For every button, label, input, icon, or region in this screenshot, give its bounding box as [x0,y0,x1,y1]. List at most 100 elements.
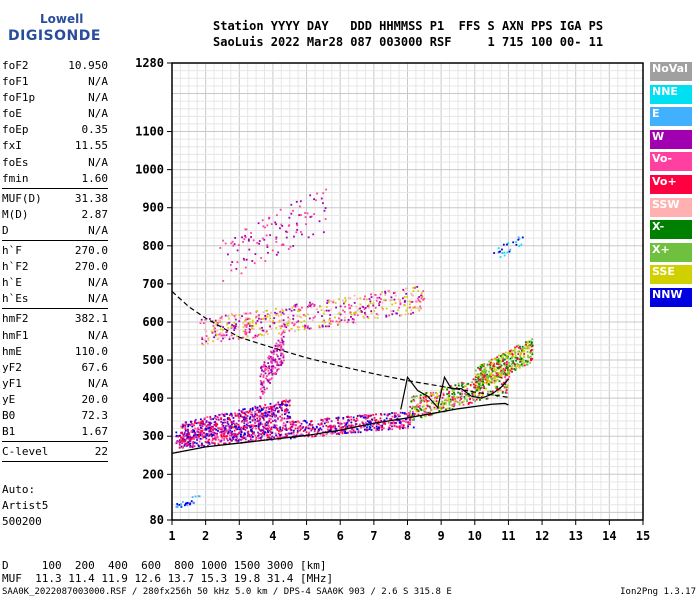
echo-point [320,428,323,431]
echo-point [335,427,337,430]
echo-point [402,288,405,291]
echo-point [430,413,433,416]
echo-point [399,302,402,305]
echo-point [212,418,215,420]
echo-point [214,415,217,417]
echo-point [523,361,526,364]
echo-point [333,427,336,430]
echo-point [299,205,301,208]
echo-point [506,355,508,358]
echo-point [263,363,266,366]
echo-point [181,426,184,429]
echo-point [473,384,476,387]
echo-point [275,307,277,310]
param-name: foF1 [2,75,29,89]
echo-point [475,376,477,379]
echo-point [248,248,251,251]
echo-point [404,418,407,421]
echo-point [469,384,472,387]
legend-entry-x: X+ [650,242,692,262]
echo-point [206,416,209,419]
echo-point [180,441,183,444]
echo-point [245,425,248,427]
echo-point [497,375,500,378]
echo-point [420,294,423,297]
echo-point [479,374,482,377]
echo-point [309,216,312,218]
echo-point [490,358,493,361]
echo-point [290,425,293,428]
echo-point [518,358,521,361]
echo-point [432,400,435,403]
echo-point [471,397,474,399]
echo-point [295,222,298,225]
echo-point [270,421,272,424]
echo-point [263,238,266,241]
echo-point [453,404,456,407]
echo-point [430,395,433,397]
echo-point [245,258,248,261]
echo-point [194,436,197,439]
echo-point [282,355,285,358]
echo-point [241,436,243,439]
echo-point [319,433,322,436]
echo-point [469,390,472,392]
echo-point [185,502,188,505]
echo-point [359,415,362,418]
echo-point [214,436,217,439]
echo-point [306,326,309,329]
echo-point [477,366,479,369]
echo-point [211,431,214,434]
echo-point [276,361,279,363]
echo-point [458,402,461,404]
echo-point [254,434,257,437]
echo-point [448,407,451,410]
echo-point [240,272,243,275]
echo-point [221,328,224,331]
echo-point [292,317,295,320]
echo-point [504,376,506,379]
echo-point [310,306,313,309]
echo-point [231,439,233,442]
echo-point [215,424,218,426]
echo-point [284,433,287,436]
echo-point [381,428,383,431]
echo-point [526,355,529,358]
echo-point [518,364,521,367]
echo-point [187,432,190,434]
echo-point [192,444,195,447]
x-tick-label: 12 [535,529,549,543]
echo-point [507,351,510,354]
echo-point [443,399,446,402]
echo-point [444,386,447,389]
legend-entry-x: X- [650,220,692,240]
echo-point [241,415,243,418]
echo-point [178,441,181,444]
echo-point [511,365,513,368]
echo-point [217,438,220,441]
echo-point [531,357,534,360]
echo-point [264,410,267,413]
echo-point [509,352,512,355]
echo-point [193,430,196,433]
echo-point [328,425,331,428]
echo-point [284,425,287,427]
echo-point [481,391,484,394]
echo-point [473,386,476,389]
param-name: foF2 [2,59,29,72]
echo-point [212,428,214,431]
echo-point [499,389,502,392]
echo-point [280,313,282,316]
echo-point [259,429,262,432]
echo-point [524,341,527,344]
echo-point [230,312,233,315]
echo-point [210,330,213,333]
echo-point [338,312,341,315]
echo-point [334,425,337,428]
echo-point [266,413,269,416]
echo-point [214,319,217,322]
echo-point [271,415,274,418]
echo-point [187,441,189,444]
echo-point [455,386,458,389]
echo-point [447,399,450,402]
